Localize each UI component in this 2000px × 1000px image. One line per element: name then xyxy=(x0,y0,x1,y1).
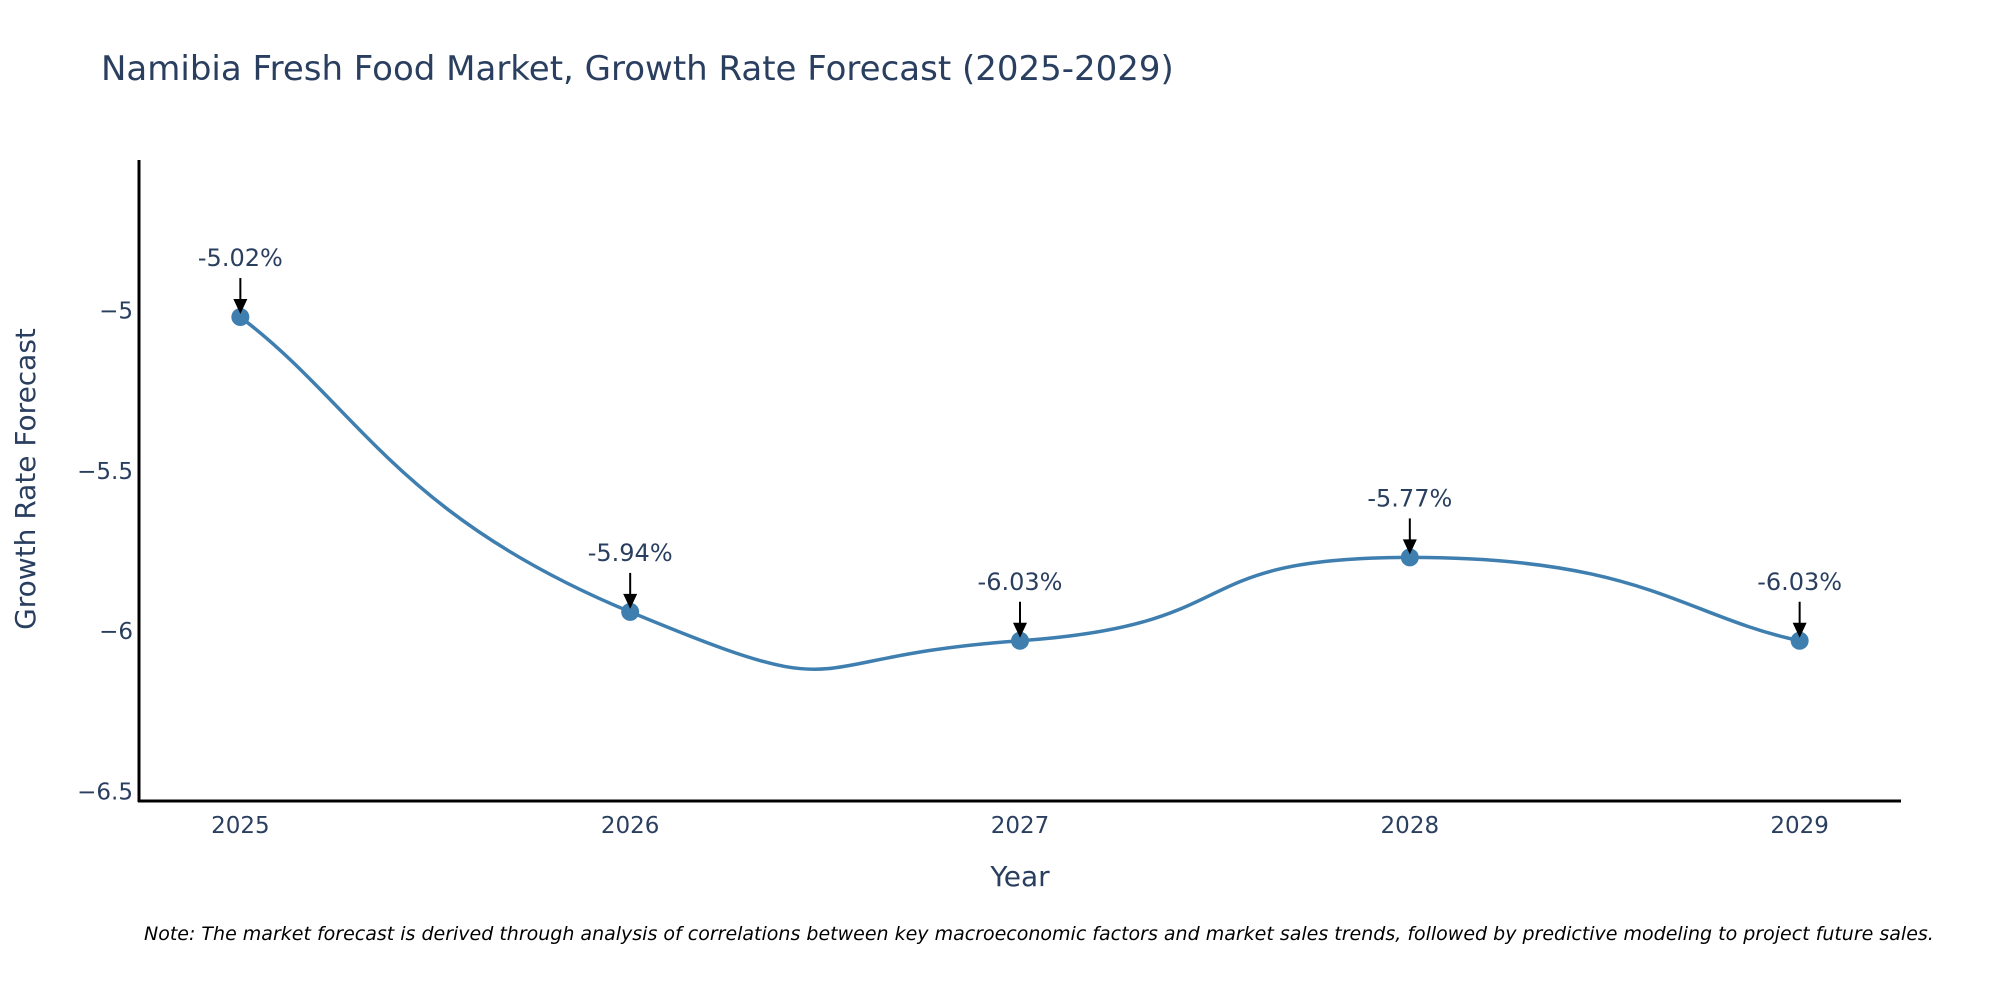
data-point xyxy=(621,602,640,621)
data-point xyxy=(1011,631,1029,650)
x-tick-label: 2028 xyxy=(1381,813,1440,839)
footnote: Note: The market forecast is derived thr… xyxy=(144,923,1934,945)
y-axis-title: Growth Rate Forecast xyxy=(9,328,42,630)
y-tick-label: −5 xyxy=(99,299,133,325)
series-line xyxy=(239,315,1801,672)
x-tick-label: 2027 xyxy=(991,813,1050,839)
y-tick-label: −6 xyxy=(99,619,133,645)
data-annotations: -5.02% -5.94% -6.03% -5.77% -6.03% xyxy=(198,244,1842,638)
annotation-arrowhead xyxy=(623,593,638,609)
chart-title: Namibia Fresh Food Market, Growth Rate F… xyxy=(101,49,1174,89)
y-tick-label: −5.5 xyxy=(77,459,133,485)
data-markers xyxy=(231,308,1809,650)
annotation-arrowhead xyxy=(233,299,248,315)
x-tick-label: 2029 xyxy=(1770,813,1829,839)
data-label: -6.03% xyxy=(978,568,1063,596)
data-label: -5.02% xyxy=(198,244,283,272)
y-axis-ticks: −5 −5.5 −6 −6.5 xyxy=(77,299,133,806)
y-tick-label: −6.5 xyxy=(77,779,133,805)
x-tick-label: 2025 xyxy=(211,813,270,839)
x-tick-label: 2026 xyxy=(601,813,660,839)
data-label: -6.03% xyxy=(1757,568,1842,596)
x-axis-ticks: 2025 2026 2027 2028 2029 xyxy=(211,813,1829,839)
data-label: -5.94% xyxy=(588,539,673,567)
annotation-arrowhead xyxy=(1013,622,1027,638)
x-axis-title: Year xyxy=(989,860,1050,893)
plot-area: −5 −5.5 −6 −6.5 2025 2026 2027 2028 2029 -5.02%… xyxy=(77,160,1901,839)
data-point xyxy=(1790,631,1809,650)
data-point xyxy=(231,308,250,327)
data-point xyxy=(1400,548,1419,567)
annotation-arrowhead xyxy=(1792,622,1807,638)
data-label: -5.77% xyxy=(1367,484,1452,512)
annotation-arrowhead xyxy=(1402,539,1417,555)
